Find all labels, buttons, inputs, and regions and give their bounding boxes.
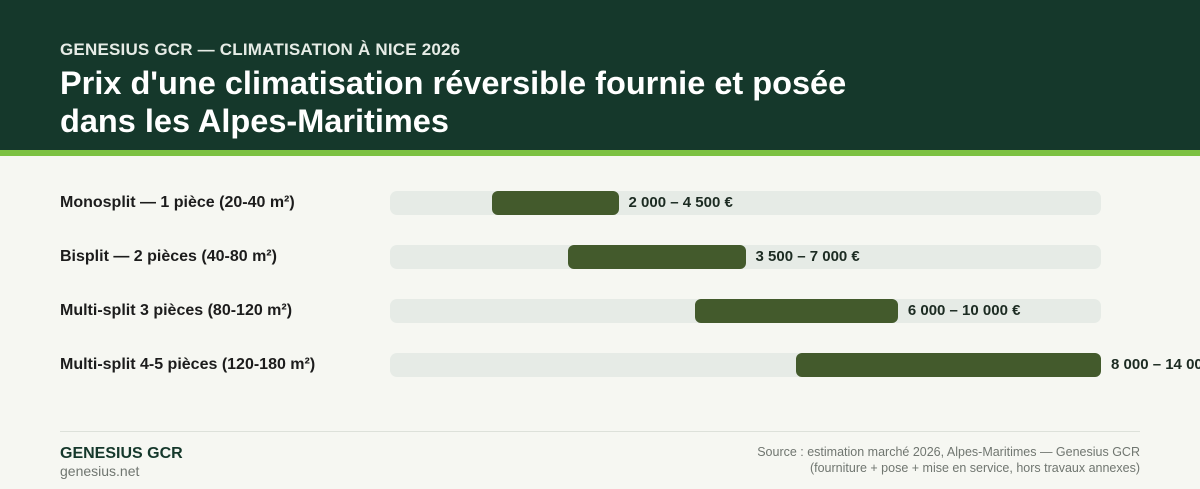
range-value-label: 8 000 – 14 000 €	[1111, 356, 1200, 373]
header-banner: GENESIUS GCR — CLIMATISATION À NICE 2026…	[0, 0, 1200, 150]
source-note-line-2: (fourniture + pose + mise en service, ho…	[809, 461, 1140, 475]
range-track	[390, 299, 1101, 323]
range-track	[390, 191, 1101, 215]
range-value-label: 2 000 – 4 500 €	[628, 194, 733, 211]
range-bar	[694, 299, 898, 323]
footer-site-link[interactable]: genesius.net	[60, 463, 140, 479]
row-label: Multi-split 3 pièces (80-120 m²)	[60, 302, 293, 319]
page-title: Prix d'une climatisation réversible four…	[60, 64, 960, 140]
page-title-line-1: Prix d'une climatisation réversible four…	[60, 65, 847, 101]
range-track	[390, 353, 1101, 377]
range-bar	[796, 353, 1101, 377]
page-title-line-2: dans les Alpes-Maritimes	[60, 103, 449, 139]
range-value-label: 3 500 – 7 000 €	[755, 248, 860, 265]
range-value-label: 6 000 – 10 000 €	[907, 302, 1021, 319]
range-track	[390, 245, 1101, 269]
row-label: Multi-split 4-5 pièces (120-180 m²)	[60, 356, 316, 373]
source-note: Source : estimation marché 2026, Alpes-M…	[757, 444, 1140, 476]
range-bar	[491, 191, 619, 215]
accent-stripe	[0, 150, 1200, 156]
row-label: Bisplit — 2 pièces (40-80 m²)	[60, 248, 277, 265]
eyebrow-title: GENESIUS GCR — CLIMATISATION À NICE 2026	[60, 40, 461, 59]
footer-divider	[60, 431, 1140, 432]
source-note-line-1: Source : estimation marché 2026, Alpes-M…	[757, 445, 1140, 459]
footer-brand: GENESIUS GCR	[60, 445, 183, 462]
row-label: Monosplit — 1 pièce (20-40 m²)	[60, 194, 295, 211]
range-bar	[567, 245, 746, 269]
